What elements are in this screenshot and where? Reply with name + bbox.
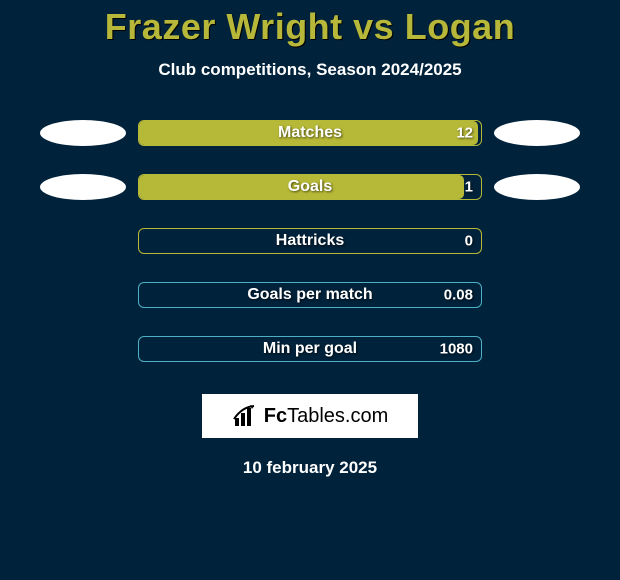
stat-value: 12 <box>456 125 473 142</box>
stat-value: 1080 <box>440 341 473 358</box>
stat-bar: Matches 12 <box>138 120 482 146</box>
stat-value: 0 <box>465 233 473 250</box>
stat-bar: Min per goal 1080 <box>138 336 482 362</box>
logo-text: FcTables.com <box>264 405 389 428</box>
stat-bar: Hattricks 0 <box>138 228 482 254</box>
stat-row: Goals 1 <box>0 174 620 200</box>
page-title: Frazer Wright vs Logan <box>105 6 515 48</box>
left-ellipse <box>40 174 126 200</box>
right-ellipse <box>494 228 580 254</box>
right-ellipse <box>494 174 580 200</box>
stat-label: Goals per match <box>247 286 372 304</box>
right-ellipse <box>494 336 580 362</box>
stat-row: Goals per match 0.08 <box>0 282 620 308</box>
stat-bar: Goals 1 <box>138 174 482 200</box>
stat-row: Hattricks 0 <box>0 228 620 254</box>
stat-value: 1 <box>465 179 473 196</box>
stat-row: Matches 12 <box>0 120 620 146</box>
left-ellipse <box>40 336 126 362</box>
right-ellipse <box>494 120 580 146</box>
stat-value: 0.08 <box>444 287 473 304</box>
stat-label: Min per goal <box>263 340 357 358</box>
fctables-logo[interactable]: FcTables.com <box>202 394 418 438</box>
chart-icon <box>232 404 258 428</box>
stats-container: Matches 12 Goals 1 Hattricks 0 Goals per match… <box>0 120 620 362</box>
stat-bar: Goals per match 0.08 <box>138 282 482 308</box>
stat-label: Hattricks <box>276 232 344 250</box>
stat-label: Goals <box>288 178 332 196</box>
right-ellipse <box>494 282 580 308</box>
page-subtitle: Club competitions, Season 2024/2025 <box>158 60 461 80</box>
stat-label: Matches <box>278 124 342 142</box>
left-ellipse <box>40 282 126 308</box>
left-ellipse <box>40 228 126 254</box>
stat-row: Min per goal 1080 <box>0 336 620 362</box>
left-ellipse <box>40 120 126 146</box>
date-text: 10 february 2025 <box>243 458 377 478</box>
